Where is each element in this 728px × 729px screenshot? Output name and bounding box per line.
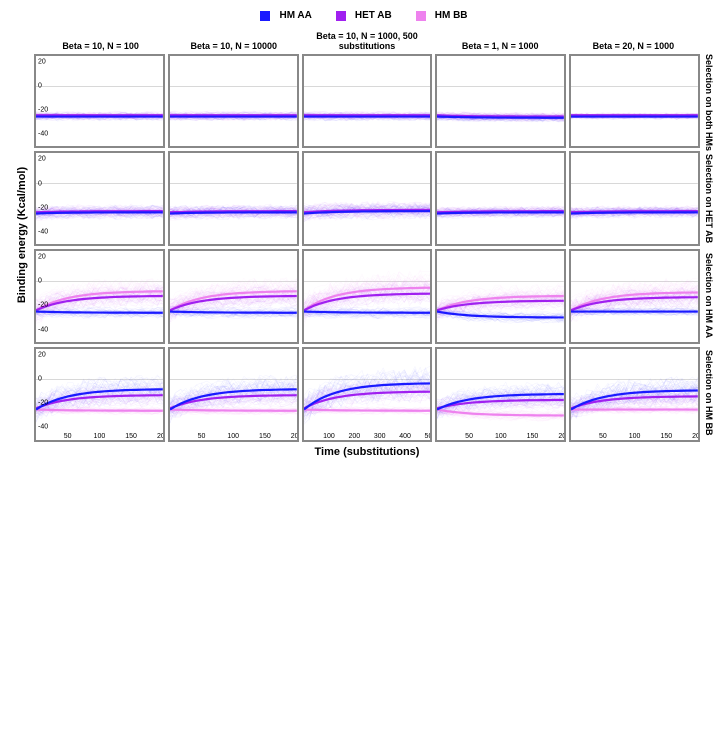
panel: -40-20020 bbox=[34, 151, 165, 246]
y-ticks: -40-20020 bbox=[38, 153, 58, 244]
column-header: Beta = 1, N = 1000 bbox=[434, 28, 567, 54]
legend-label: HM BB bbox=[435, 10, 468, 21]
row-header: Selection on HET AB bbox=[700, 151, 718, 248]
chart-grid: Binding energy (Kcal/mol) Beta = 10, N =… bbox=[10, 28, 718, 464]
legend-item: HET AB bbox=[330, 10, 398, 21]
panel bbox=[168, 54, 299, 149]
x-ticks: 50100150200 bbox=[437, 430, 564, 440]
legend-label: HM AA bbox=[279, 10, 311, 21]
column-header: Beta = 10, N = 100 bbox=[34, 28, 167, 54]
y-axis-label: Binding energy (Kcal/mol) bbox=[16, 166, 28, 302]
column-headers: Beta = 10, N = 100Beta = 10, N = 10000Be… bbox=[34, 28, 700, 54]
panel bbox=[302, 54, 433, 149]
legend-swatch bbox=[260, 11, 270, 21]
panel: 50100150200 bbox=[569, 347, 700, 442]
row-headers: Selection on both HMsSelection on HET AB… bbox=[700, 28, 718, 442]
panel-grid: -40-20020-40-20020-40-20020-40-200205010… bbox=[34, 54, 700, 442]
x-ticks: 50100150200 bbox=[170, 430, 297, 440]
panel: -40-2002050100150200 bbox=[34, 347, 165, 442]
column-header: Beta = 20, N = 1000 bbox=[567, 28, 700, 54]
legend-label: HET AB bbox=[355, 10, 392, 21]
x-ticks: 100200300400500 bbox=[304, 430, 431, 440]
legend-swatch bbox=[416, 11, 426, 21]
panel bbox=[569, 151, 700, 246]
panel bbox=[435, 151, 566, 246]
row-header: Selection on both HMs bbox=[700, 54, 718, 151]
panel bbox=[302, 249, 433, 344]
panel: 50100150200 bbox=[435, 347, 566, 442]
legend: HM AA HET AB HM BB bbox=[10, 10, 718, 24]
panel bbox=[569, 54, 700, 149]
row-header: Selection on HM AA bbox=[700, 248, 718, 345]
legend-item: HM BB bbox=[410, 10, 474, 21]
panel bbox=[168, 151, 299, 246]
y-ticks: -40-20020 bbox=[38, 56, 58, 147]
legend-item: HM AA bbox=[254, 10, 317, 21]
panel: -40-20020 bbox=[34, 249, 165, 344]
column-header: Beta = 10, N = 1000, 500 substitutions bbox=[300, 28, 433, 54]
panel: 100200300400500 bbox=[302, 347, 433, 442]
panel: -40-20020 bbox=[34, 54, 165, 149]
y-ticks: -40-20020 bbox=[38, 251, 58, 342]
panel bbox=[435, 249, 566, 344]
panel bbox=[569, 249, 700, 344]
y-ticks: -40-20020 bbox=[38, 349, 58, 440]
x-ticks: 50100150200 bbox=[571, 430, 698, 440]
panel: 50100150200 bbox=[168, 347, 299, 442]
panel bbox=[302, 151, 433, 246]
panel bbox=[168, 249, 299, 344]
legend-swatch bbox=[336, 11, 346, 21]
x-axis-label: Time (substitutions) bbox=[34, 442, 700, 464]
column-header: Beta = 10, N = 10000 bbox=[167, 28, 300, 54]
row-header: Selection on HM BB bbox=[700, 345, 718, 442]
x-ticks: 50100150200 bbox=[36, 430, 163, 440]
panel bbox=[435, 54, 566, 149]
